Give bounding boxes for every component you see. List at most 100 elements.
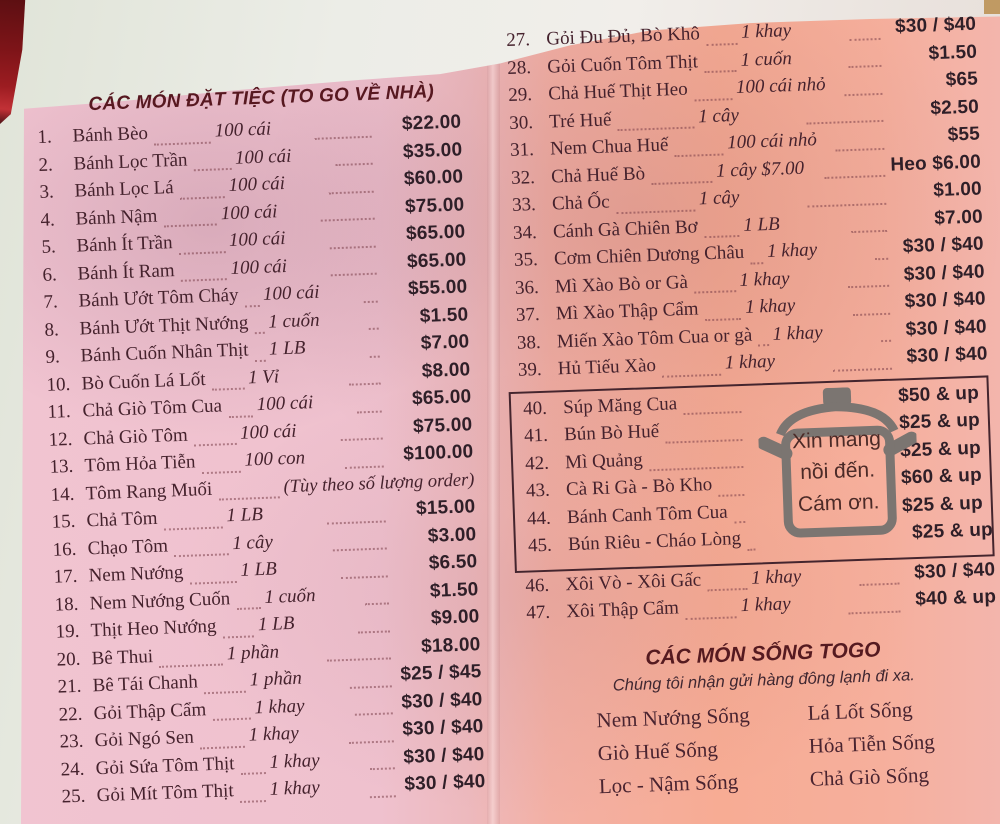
item-quantity: 1 khay [248, 722, 300, 746]
soup-item-list: 40. Súp Măng Cua $50 & up 41. Bún Bò Huế $25 … [523, 382, 993, 563]
item-name: Tré Huế [548, 108, 612, 133]
dotted-leader [848, 610, 901, 614]
item-quantity: 1 LB [742, 213, 781, 236]
dotted-leader [704, 69, 738, 74]
item-name: Bánh Ướt Tôm Cháy [78, 284, 239, 312]
item-price: $100.00 [402, 441, 474, 465]
item-price: $3.00 [427, 523, 477, 547]
item-quantity: 1 khay [739, 267, 790, 291]
raw-togo-column-1: Nem Nướng Sống Giò Huế Sống Lọc - Nậm Sống [596, 702, 752, 798]
item-price: $60.00 [403, 166, 464, 190]
dotted-leader [833, 367, 893, 372]
dotted-leader [859, 582, 900, 587]
item-price: $30 / $40 [402, 716, 484, 740]
dotted-leader [179, 195, 225, 200]
item-price: $30 / $40 [404, 770, 486, 795]
dotted-leader [733, 520, 746, 524]
item-name: Tôm Rang Muối [85, 478, 213, 504]
item-number: 37. [515, 304, 541, 326]
item-quantity: 1 cây $7.00 [715, 157, 805, 182]
dotted-leader [665, 438, 743, 444]
item-number: 43. [525, 479, 551, 502]
item-number: 32. [510, 166, 536, 189]
dotted-leader [683, 411, 742, 416]
dotted-leader [369, 794, 396, 798]
dotted-leader [154, 141, 212, 146]
right-item-list-top: 27. Gỏi Đu Đủ, Bò Khô 1 khay $30 / $40 28. Gỏ… [506, 14, 988, 388]
dotted-leader [189, 580, 237, 585]
item-quantity: 1 cây [231, 531, 274, 554]
dotted-leader [651, 180, 713, 186]
item-number: 41. [523, 424, 549, 447]
item-number: 18. [54, 593, 79, 616]
item-price: $7.00 [933, 205, 984, 229]
dotted-leader [163, 525, 223, 531]
item-name: Nem Nướng Cuốn [89, 587, 231, 614]
item-price: $6.50 [428, 551, 478, 574]
item-quantity: 1 cây [698, 186, 740, 210]
item-name: Mì Quảng [564, 448, 644, 473]
item-number: 28. [506, 56, 532, 79]
item-number: 17. [53, 565, 78, 588]
item-quantity: 1 phần [249, 667, 303, 691]
dotted-leader [363, 300, 378, 303]
dotted-leader [662, 373, 722, 378]
dotted-leader [707, 587, 748, 592]
item-name: Gỏi Thập Cẩm [93, 698, 207, 724]
item-name: Cà Ri Gà - Bò Kho [565, 474, 713, 501]
item-quantity: 1 cuốn [263, 584, 316, 608]
dotted-leader [848, 64, 882, 69]
item-quantity: 1 LB [257, 612, 295, 636]
item-number: 7. [43, 291, 59, 313]
item-quantity: 1 cuốn [740, 47, 793, 71]
dotted-leader [340, 437, 383, 442]
dotted-leader [694, 97, 733, 101]
item-quantity: 1 khay [766, 239, 818, 263]
item-price: $9.00 [430, 606, 480, 629]
item-name: Chả Ốc [551, 191, 610, 215]
item-number: 47. [525, 601, 551, 624]
item-number: 33. [511, 194, 537, 216]
item-price: $75.00 [404, 193, 465, 218]
item-name: Bò Cuốn Lá Lốt [81, 368, 206, 395]
item-number: 3. [39, 181, 55, 203]
item-price: $18.00 [420, 633, 481, 657]
item-price: Heo $6.00 [890, 151, 982, 176]
raw-togo-item: Giò Huế Sống [597, 736, 719, 765]
item-quantity: 100 cái [220, 200, 278, 224]
raw-togo-item: Chả Giò Sống [809, 762, 930, 791]
item-name: Xôi Vò - Xôi Gấc [565, 569, 702, 595]
item-price: $22.00 [401, 111, 462, 135]
dotted-leader [327, 657, 391, 662]
dotted-leader [240, 799, 267, 803]
raw-togo-item: Lọc - Nậm Sống [598, 768, 739, 798]
item-price: $30 / $40 [906, 343, 988, 368]
item-number: 10. [46, 373, 71, 396]
item-number: 25. [61, 785, 86, 808]
bring-pot-note-line: nồi đến. [799, 458, 876, 484]
dotted-leader [178, 250, 226, 255]
dotted-leader [369, 355, 380, 358]
item-quantity: 100 cái [262, 281, 320, 305]
dotted-leader [340, 574, 388, 579]
dotted-leader [321, 217, 375, 222]
item-name: Nem Nướng [88, 561, 184, 587]
item-quantity: 100 cái [256, 392, 314, 416]
item-quantity: 1 cây [697, 104, 740, 127]
dotted-leader [344, 465, 384, 469]
raw-togo-item: Lá Lốt Sống [807, 696, 913, 725]
item-number: 36. [514, 276, 540, 299]
item-number: 21. [57, 675, 82, 698]
dotted-leader [694, 290, 736, 294]
dotted-leader [847, 284, 890, 289]
item-price: $7.00 [420, 331, 470, 355]
item-number: 44. [526, 507, 552, 530]
item-price: $30 / $40 [903, 260, 986, 285]
dotted-leader [212, 717, 251, 721]
dotted-leader [348, 382, 381, 386]
item-price: $8.00 [421, 358, 471, 382]
item-number: 12. [48, 428, 73, 451]
dotted-leader [853, 312, 891, 316]
dotted-leader [201, 470, 241, 474]
item-price: $65.00 [406, 248, 467, 273]
